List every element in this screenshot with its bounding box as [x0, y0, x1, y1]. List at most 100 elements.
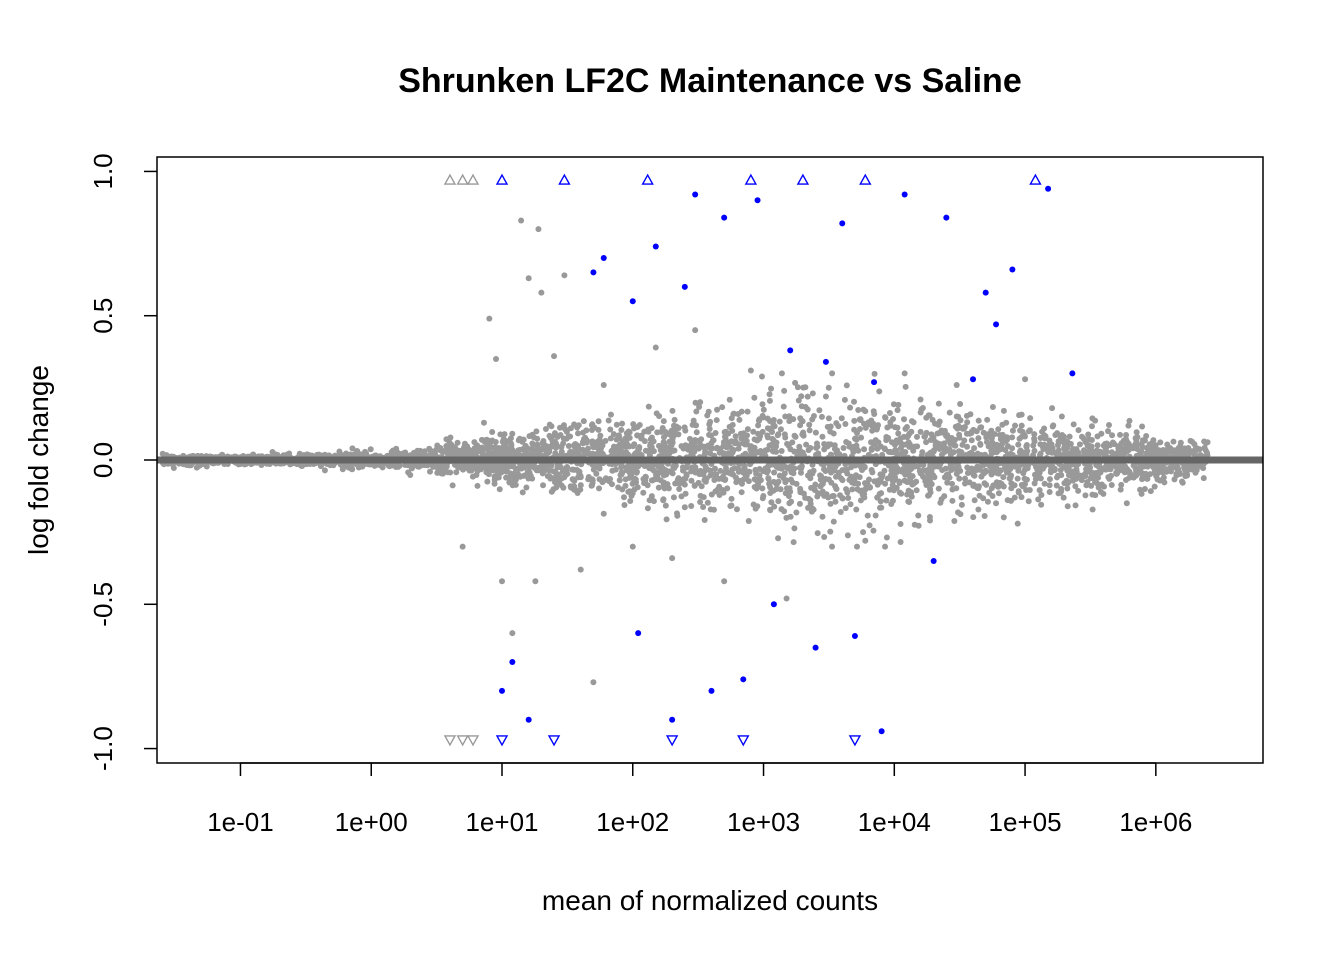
- cloud-point: [975, 506, 982, 513]
- nonsignificant-point: [993, 500, 1000, 507]
- cloud-point: [655, 484, 662, 491]
- cloud-point: [600, 510, 607, 517]
- cloud-point: [792, 379, 799, 386]
- cloud-point: [975, 417, 982, 424]
- cloud-point: [981, 469, 988, 476]
- cloud-point: [688, 503, 695, 510]
- cloud-point: [616, 477, 623, 484]
- cloud-point: [869, 469, 876, 476]
- significant-point-capped-down: [495, 735, 509, 747]
- cloud-point: [1143, 433, 1150, 440]
- cloud-point: [675, 477, 682, 484]
- cloud-point: [489, 429, 496, 436]
- cloud-point: [626, 434, 633, 441]
- cloud-point: [696, 471, 703, 478]
- cloud-point: [665, 485, 672, 492]
- cloud-point: [1022, 481, 1029, 488]
- cloud-point: [1169, 463, 1176, 470]
- cloud-point: [484, 478, 491, 485]
- cloud-point: [843, 486, 850, 493]
- cloud-point: [709, 445, 716, 452]
- cloud-point: [1009, 427, 1016, 434]
- cloud-point: [789, 439, 796, 446]
- cloud-point: [645, 426, 652, 433]
- cloud-point: [786, 485, 793, 492]
- cloud-point: [596, 465, 603, 472]
- cloud-point: [1004, 443, 1011, 450]
- cloud-point: [776, 418, 783, 425]
- cloud-point: [495, 463, 502, 470]
- cloud-point: [719, 474, 726, 481]
- cloud-point: [1129, 443, 1136, 450]
- nonsignificant-point: [629, 543, 636, 550]
- cloud-point: [1036, 487, 1043, 494]
- cloud-point: [897, 520, 904, 527]
- significant-point: [509, 659, 516, 665]
- cloud-point: [671, 416, 678, 423]
- nonsignificant-point: [509, 630, 516, 637]
- cloud-point: [897, 445, 904, 452]
- cloud-point: [1204, 439, 1211, 446]
- cloud-point: [1097, 489, 1104, 496]
- cloud-point: [853, 506, 860, 513]
- cloud-point: [994, 483, 1001, 490]
- cloud-point: [567, 449, 574, 456]
- cloud-point: [907, 489, 914, 496]
- cloud-point: [645, 403, 652, 410]
- cloud-point: [1147, 471, 1154, 478]
- cloud-point: [946, 474, 953, 481]
- cloud-point: [906, 498, 913, 505]
- cloud-point: [646, 463, 653, 470]
- nonsignificant-point: [486, 315, 493, 322]
- cloud-point: [894, 407, 901, 414]
- significant-point-capped-up: [1029, 173, 1042, 185]
- cloud-point: [400, 450, 407, 457]
- cloud-point: [775, 498, 782, 505]
- cloud-point: [710, 506, 717, 513]
- cloud-point: [738, 480, 745, 487]
- cloud-point: [1144, 445, 1151, 452]
- cloud-point: [797, 415, 804, 422]
- cloud-point: [919, 449, 926, 456]
- cloud-point: [367, 446, 374, 453]
- cloud-point: [576, 446, 583, 453]
- cloud-point: [1038, 492, 1045, 499]
- cloud-point: [764, 432, 771, 439]
- cloud-point: [711, 477, 718, 484]
- cloud-point: [971, 497, 978, 504]
- cloud-point: [560, 435, 567, 442]
- nonsignificant-point: [1182, 465, 1189, 472]
- cloud-point: [807, 500, 814, 507]
- cloud-point: [681, 481, 688, 488]
- significant-point: [1009, 266, 1016, 273]
- cloud-point: [657, 477, 664, 484]
- cloud-point: [705, 408, 712, 415]
- cloud-point: [862, 408, 869, 415]
- cloud-point: [775, 535, 782, 542]
- cloud-point: [988, 431, 995, 438]
- cloud-point: [597, 438, 604, 445]
- cloud-point: [823, 491, 830, 498]
- cloud-point: [911, 521, 918, 528]
- cloud-point: [683, 464, 690, 471]
- cloud-point: [531, 450, 538, 457]
- cloud-point: [1014, 520, 1021, 527]
- cloud-point: [770, 487, 777, 494]
- cloud-point: [819, 513, 826, 520]
- cloud-point: [798, 393, 805, 400]
- cloud-point: [1012, 422, 1019, 429]
- cloud-point: [756, 466, 763, 473]
- cloud-point: [741, 463, 748, 470]
- cloud-point: [540, 437, 547, 444]
- cloud-point: [717, 467, 724, 474]
- cloud-point: [1095, 481, 1102, 488]
- cloud-point: [732, 433, 739, 440]
- cloud-point: [1015, 489, 1022, 496]
- cloud-point: [682, 427, 689, 434]
- cloud-point: [994, 467, 1001, 474]
- y-tick-label: -1.0: [88, 726, 118, 771]
- significant-point-capped-down: [848, 735, 862, 747]
- cloud-point: [889, 466, 896, 473]
- cloud-point: [777, 486, 784, 493]
- cloud-point: [841, 467, 848, 474]
